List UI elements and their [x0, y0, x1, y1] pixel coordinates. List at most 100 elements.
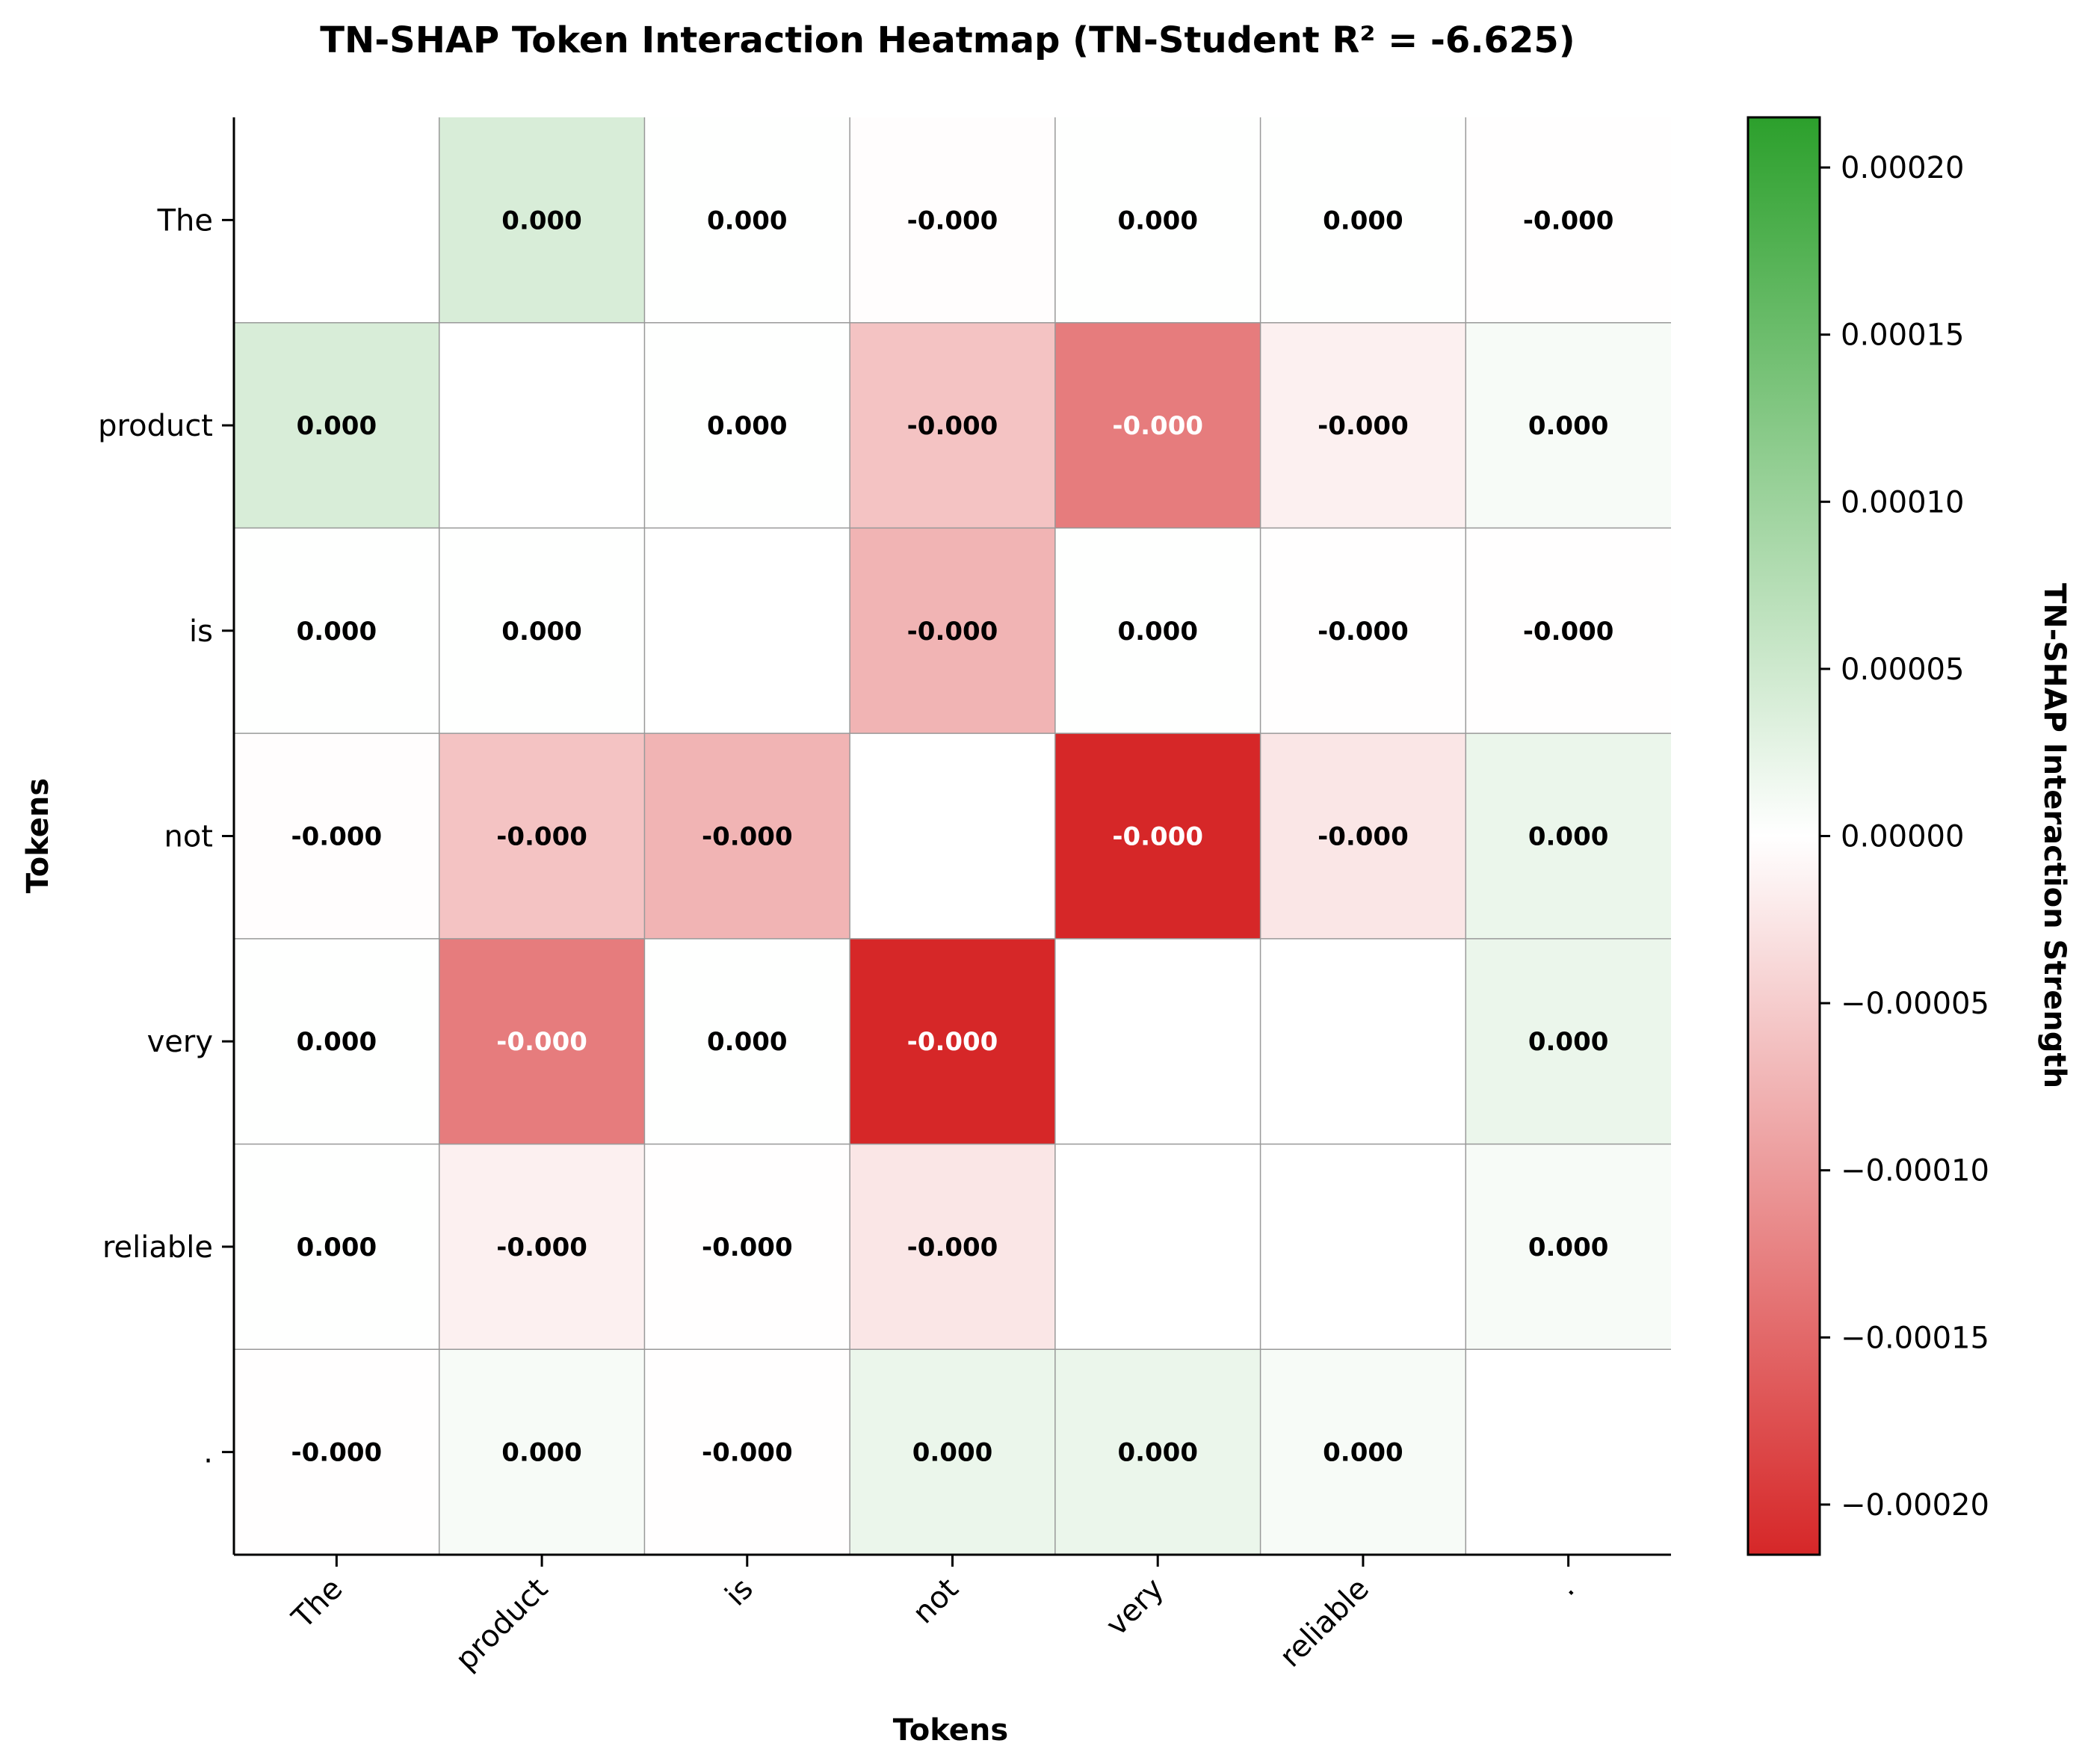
colorbar-tick-label: −0.00015: [1841, 1321, 1989, 1355]
colorbar: 0.00020 0.00015 0.00010 0.00005 0.00000 −0.00…: [1746, 116, 2072, 1556]
cell-value-label: 0.000: [501, 617, 582, 647]
y-tick-label: product: [98, 409, 213, 443]
cell-value-label: 0.000: [501, 206, 582, 235]
cell-value-label: 0.000: [1528, 1027, 1609, 1057]
cell-value-label: -0.000: [907, 1027, 998, 1057]
y-axis-label: Tokens: [21, 778, 55, 893]
cell-value-label: 0.000: [1323, 1438, 1403, 1468]
heatmap-cell: [1465, 1349, 1671, 1555]
heatmap-cell: [1260, 1349, 1466, 1555]
heatmap-cell: [644, 117, 850, 323]
heatmap-cell: [1260, 117, 1466, 323]
cell-value-label: -0.000: [1523, 617, 1614, 647]
heatmap-cell: [234, 1144, 439, 1350]
y-tick-label: The: [157, 203, 213, 238]
cell-value-label: 0.000: [1323, 206, 1403, 235]
cell-value-label: 0.000: [1528, 822, 1609, 852]
heatmap-cell: [1054, 733, 1261, 939]
heatmap-cell: [1054, 1349, 1261, 1555]
heatmap-cell: [1465, 1144, 1671, 1350]
cell-value-label: -0.000: [907, 617, 998, 647]
x-tick-label: .: [1550, 1572, 1581, 1603]
heatmap-cell: [644, 1144, 850, 1350]
heatmap-cell: [1260, 733, 1466, 939]
heatmap-cell: [1260, 1144, 1466, 1350]
cell-value-label: -0.000: [1523, 206, 1614, 235]
colorbar-tick-label: 0.00005: [1841, 653, 1964, 687]
cell-value-label: 0.000: [707, 1027, 788, 1057]
heatmap-cell: [644, 1349, 850, 1555]
heatmap-cell: [1260, 528, 1466, 734]
heatmap-cell: [850, 733, 1055, 939]
cell-value-label: -0.000: [907, 1233, 998, 1262]
cell-value-label: 0.000: [501, 1438, 582, 1468]
colorbar-ticks: 0.00020 0.00015 0.00010 0.00005 0.00000 −0.00…: [1820, 151, 1989, 1523]
heatmap-cell: [1465, 938, 1671, 1144]
heatmap-cell: [1260, 938, 1466, 1144]
heatmap-cell: [850, 1349, 1055, 1555]
heatmap-cell: [439, 1349, 645, 1555]
heatmap-cell: [234, 1349, 439, 1555]
heatmap-cell: [1054, 528, 1261, 734]
y-tick-label: reliable: [102, 1230, 213, 1265]
cell-value-label: -0.000: [291, 822, 383, 852]
heatmap-cell: [439, 938, 645, 1144]
cell-value-label: -0.000: [702, 822, 793, 852]
x-tick-label: very: [1099, 1572, 1170, 1643]
cell-value-label: 0.000: [1528, 411, 1609, 441]
heatmap-cell: [1465, 528, 1671, 734]
colorbar-tick-label: 0.00000: [1841, 820, 1964, 854]
cell-value-label: -0.000: [1318, 411, 1409, 441]
x-tick-group: The product is not very reliable.: [285, 1555, 1581, 1677]
heatmap-grid: [234, 117, 1671, 1555]
heatmap-cell: [1465, 733, 1671, 939]
cell-value-label: -0.000: [1318, 822, 1409, 852]
heatmap-cell: [1465, 117, 1671, 323]
heatmap-cell: [234, 733, 439, 939]
colorbar-tick-label: 0.00010: [1841, 485, 1964, 519]
heatmap-cells: [234, 117, 1671, 1555]
heatmap-cell: [234, 528, 439, 734]
cell-value-label: 0.000: [912, 1438, 993, 1468]
heatmap-cell: [439, 1144, 645, 1350]
cell-value-label: 0.000: [1528, 1233, 1609, 1262]
chart-title: TN-SHAP Token Interaction Heatmap (TN-St…: [320, 19, 1575, 61]
cell-value-label: 0.000: [1117, 1438, 1198, 1468]
heatmap-cell: [644, 528, 850, 734]
heatmap-cell: [1054, 938, 1261, 1144]
cell-value-label: 0.000: [1117, 206, 1198, 235]
heatmap-cell: [644, 322, 850, 528]
heatmap-cell: [234, 117, 439, 323]
x-axis-label: Tokens: [893, 1713, 1008, 1748]
cell-value-label: 0.000: [707, 206, 788, 235]
cell-value-label: -0.000: [907, 411, 998, 441]
heatmap-cell: [439, 528, 645, 734]
heatmap-cell: [850, 938, 1055, 1144]
heatmap-cell-labels: 0.000 0.000 -0.000 0.000 0.000 -0.000 0.000 0.0…: [291, 206, 1614, 1467]
colorbar-tick-label: −0.00020: [1841, 1488, 1989, 1523]
cell-value-label: -0.000: [907, 206, 998, 235]
colorbar-tick-label: 0.00015: [1841, 318, 1964, 353]
x-tick-label: The: [285, 1572, 350, 1636]
y-tick-label: not: [164, 820, 213, 854]
y-tick-group: The product is not very reliable.: [98, 203, 234, 1470]
cell-value-label: -0.000: [496, 1027, 587, 1057]
cell-value-label: -0.000: [702, 1233, 793, 1262]
y-tick-label: very: [147, 1025, 213, 1059]
heatmap-cell: [850, 117, 1055, 323]
x-tick-label: is: [719, 1572, 760, 1613]
heatmap-cell: [439, 117, 645, 323]
heatmap-cell: [850, 528, 1055, 734]
cell-value-label: -0.000: [702, 1438, 793, 1468]
cell-value-label: 0.000: [297, 617, 377, 647]
heatmap-cell: [1465, 322, 1671, 528]
cell-value-label: 0.000: [707, 411, 788, 441]
heatmap-cell: [439, 322, 645, 528]
x-tick-label: product: [449, 1572, 555, 1677]
cell-value-label: -0.000: [496, 1233, 587, 1262]
colorbar-label: TN-SHAP Interaction Strength: [2037, 583, 2072, 1088]
cell-value-label: -0.000: [1318, 617, 1409, 647]
cell-value-label: 0.000: [1117, 617, 1198, 647]
heatmap-cell: [234, 322, 439, 528]
